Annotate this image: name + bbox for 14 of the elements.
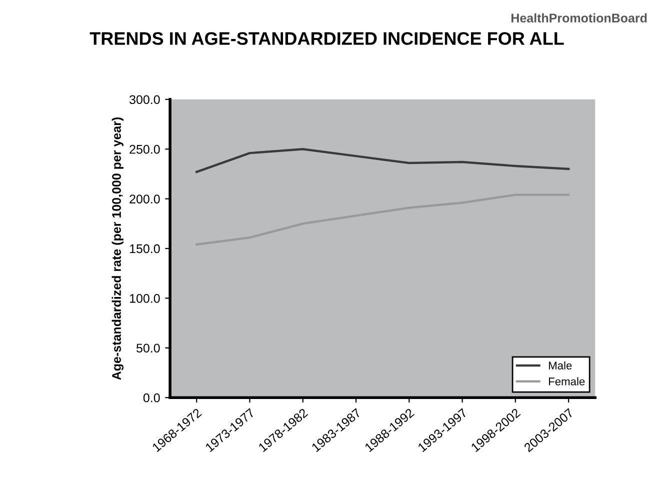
y-tick-label: 200.0 xyxy=(130,194,160,204)
chart-title: TRENDS IN AGE-STANDARDIZED INCIDENCE FOR ALL xyxy=(90,32,564,45)
y-tick-label: 50.0 xyxy=(136,344,160,353)
y-tick-label: 0.0 xyxy=(143,393,160,402)
legend-label: Male xyxy=(549,361,572,370)
y-tick-label: 250.0 xyxy=(130,144,160,154)
text: HealthPromotionBoard xyxy=(511,13,647,22)
line-series xyxy=(196,148,570,174)
line-series xyxy=(196,194,570,246)
legend-label: Female xyxy=(549,377,585,386)
y-tick-label: 150.0 xyxy=(130,244,160,254)
y-axis-title: Age-standardized rate (per 100,000 per year) xyxy=(112,117,124,380)
y-tick-label: 300.0 xyxy=(130,95,160,104)
y-tick-label: 100.0 xyxy=(130,294,160,303)
